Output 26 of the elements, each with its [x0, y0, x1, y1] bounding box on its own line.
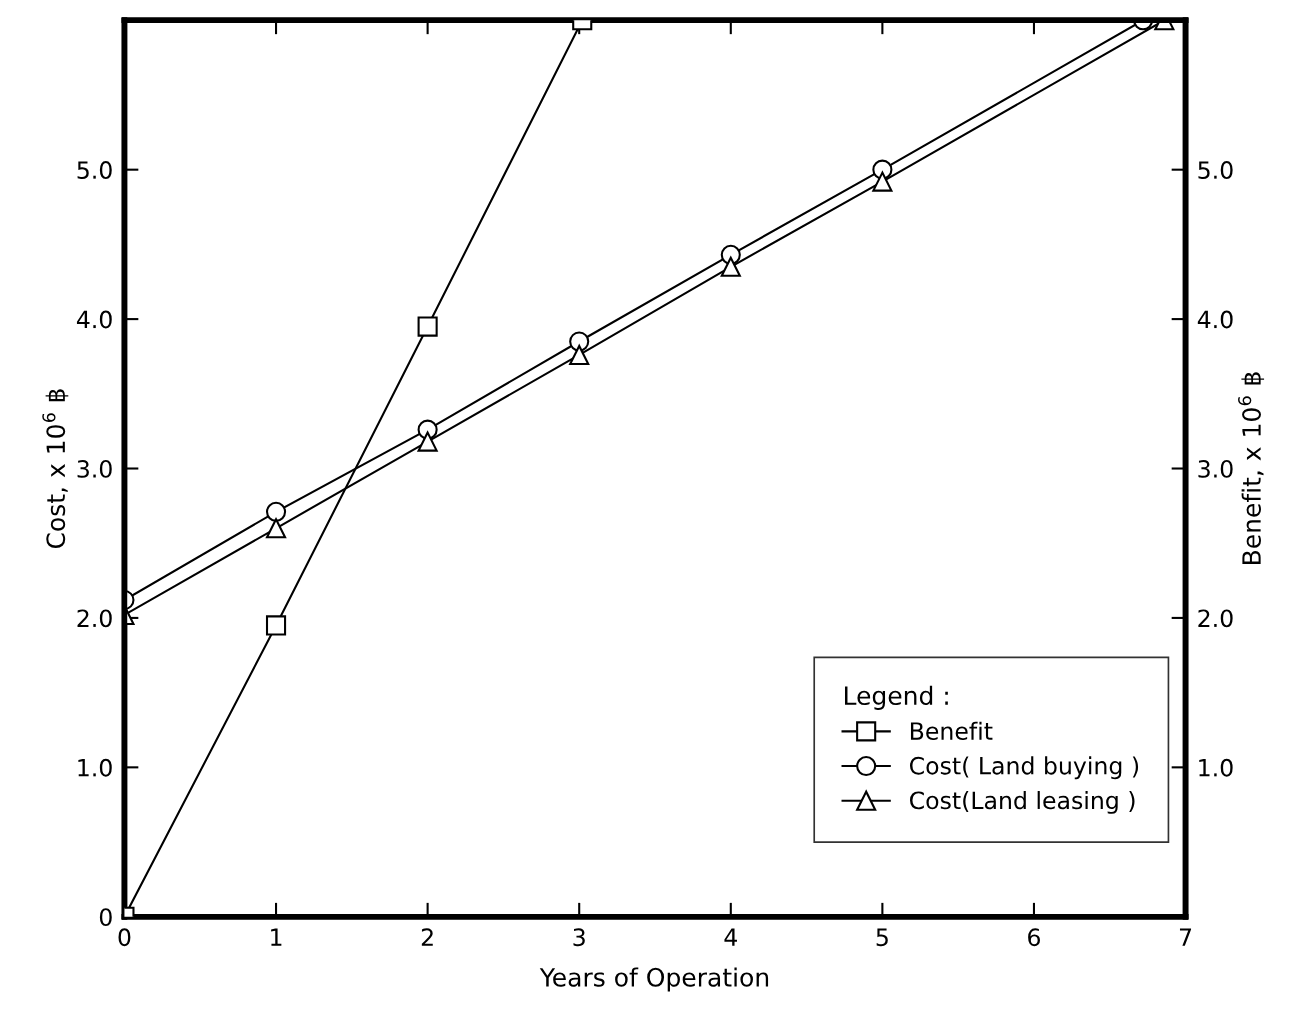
- y2-tick-label: 5.0: [1198, 161, 1233, 179]
- y2-tick-label: 3.0: [1198, 459, 1233, 478]
- x-tick-label: 7: [1179, 928, 1192, 946]
- y2-tick-label: 1.0: [1199, 758, 1233, 777]
- legend-title: Legend :: [845, 685, 948, 710]
- y-tick-label: 3.0: [77, 459, 112, 478]
- y-tick-label: 5.0: [77, 161, 112, 179]
- y-tick-label: 0: [99, 908, 112, 927]
- x-tick-label: 3: [573, 928, 585, 947]
- y-axis-title: Cost, x 10$^{6}$ ฿: [42, 389, 69, 549]
- y2-tick-label: 4.0: [1197, 310, 1233, 329]
- y-tick-label: 1.0: [78, 758, 112, 777]
- y2-tick-label: 2.0: [1198, 609, 1233, 628]
- x-tick-label: 6: [1028, 928, 1040, 947]
- x-tick-label: 2: [421, 928, 433, 946]
- x-tick-label: 4: [724, 928, 737, 946]
- x-tick-label: 1: [271, 928, 282, 946]
- legend-label: Cost( Land buying ): [909, 756, 1139, 780]
- legend-label: Benefit: [910, 721, 993, 740]
- x-tick-label: 5: [876, 928, 888, 947]
- legend-label: Cost(Land leasing ): [909, 791, 1135, 814]
- y-tick-label: 4.0: [76, 310, 112, 329]
- x-axis-title: Years of Operation: [539, 967, 769, 992]
- x-tick-label: 0: [118, 928, 131, 947]
- y-tick-label: 2.0: [77, 609, 112, 628]
- y2-axis-title: Benefit, x 10$^{6}$ ฿: [1238, 372, 1265, 564]
